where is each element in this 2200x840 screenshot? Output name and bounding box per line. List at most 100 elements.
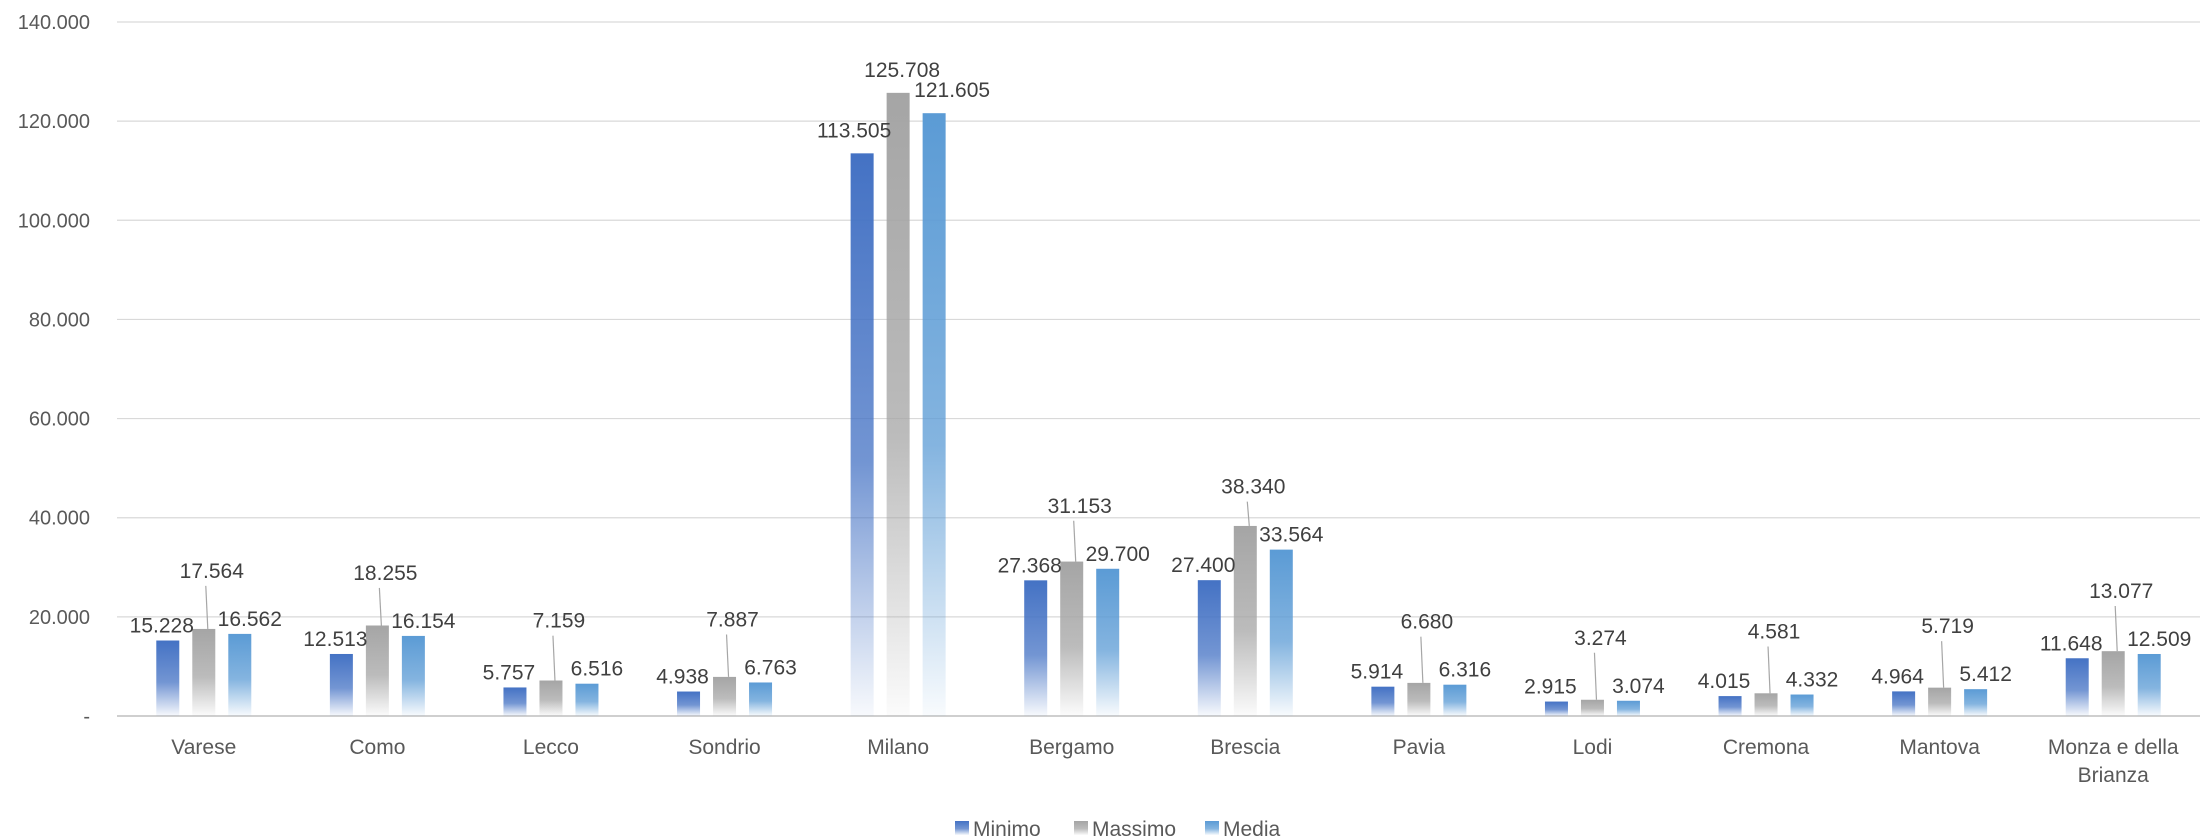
legend-swatch-media xyxy=(1205,821,1219,835)
y-tick-label: 20.000 xyxy=(29,607,90,629)
bar-media-pavia xyxy=(1443,684,1467,716)
bar-minimo-cremona xyxy=(1718,696,1742,716)
x-tick-label: Lecco xyxy=(523,736,579,759)
data-label: 125.708 xyxy=(864,59,940,82)
legend-swatch-minimo xyxy=(955,821,969,835)
bar-minimo-brescia xyxy=(1197,580,1221,716)
legend-label-media: Media xyxy=(1223,818,1281,840)
data-label: 17.564 xyxy=(180,560,245,583)
data-label: 38.340 xyxy=(1221,476,1285,499)
bar-massimo-milano xyxy=(886,92,910,717)
data-label: 2.915 xyxy=(1524,676,1577,699)
data-label: 18.255 xyxy=(353,562,417,585)
data-label: 7.887 xyxy=(706,608,759,631)
leader-line xyxy=(1941,641,1945,688)
bar-media-lodi xyxy=(1616,700,1640,716)
bar-media-bergamo xyxy=(1096,568,1120,716)
x-tick-label: Como xyxy=(349,736,405,759)
bar-minimo-mantova xyxy=(1892,691,1916,716)
bar-media-brescia xyxy=(1269,549,1293,716)
x-tick-label: Lodi xyxy=(1573,736,1613,759)
bar-media-monza-e-della-brianza xyxy=(2137,653,2161,716)
y-tick-label: 100.000 xyxy=(18,210,90,232)
bar-media-como xyxy=(401,635,425,716)
bar-massimo-brescia xyxy=(1233,525,1257,716)
data-label: 3.274 xyxy=(1574,627,1627,650)
leader-line xyxy=(205,585,209,629)
legend: Minimo Massimo Media xyxy=(955,818,1281,840)
bar-media-sondrio xyxy=(749,682,773,716)
x-tick-label: Monza e della xyxy=(2048,736,2179,759)
bar-massimo-varese xyxy=(192,628,216,716)
data-label: 29.700 xyxy=(1086,543,1150,566)
y-tick-label: 120.000 xyxy=(18,111,90,133)
x-tick-label: Sondrio xyxy=(688,736,760,759)
x-tick-label: Bergamo xyxy=(1029,736,1114,759)
data-label: 4.015 xyxy=(1698,670,1751,693)
y-tick-label: 140.000 xyxy=(18,12,90,34)
x-tick-label: Pavia xyxy=(1393,736,1446,759)
x-axis-categories: Varese Como Lecco Sondrio Milano Bergamo Bresc… xyxy=(171,736,2179,787)
data-label: 27.400 xyxy=(1171,554,1235,577)
bar-media-varese xyxy=(228,633,252,716)
data-label: 3.074 xyxy=(1612,675,1665,698)
data-label: 5.719 xyxy=(1921,615,1974,638)
leader-line xyxy=(1420,636,1424,683)
bar-minimo-varese xyxy=(156,640,180,716)
x-tick-label: Brescia xyxy=(1210,736,1280,759)
bar-media-milano xyxy=(922,113,946,716)
data-label: 4.581 xyxy=(1748,621,1801,644)
data-label: 4.938 xyxy=(656,666,709,689)
data-label: 12.509 xyxy=(2127,628,2191,651)
x-tick-label: Brianza xyxy=(2078,764,2150,787)
bar-massimo-bergamo xyxy=(1060,561,1084,716)
bar-minimo-lodi xyxy=(1544,701,1568,716)
leader-line xyxy=(2114,605,2118,652)
bar-media-mantova xyxy=(1964,689,1988,716)
data-label: 12.513 xyxy=(303,628,367,651)
legend-label-minimo: Minimo xyxy=(973,818,1041,840)
bar-minimo-bergamo xyxy=(1024,580,1048,716)
bar-minimo-monza-e-della-brianza xyxy=(2065,658,2089,716)
leader-line xyxy=(378,587,382,626)
data-label: 31.153 xyxy=(1048,495,1112,518)
data-label: 5.914 xyxy=(1351,661,1404,684)
data-label: 27.368 xyxy=(998,554,1062,577)
bars xyxy=(156,92,2161,717)
data-label: 5.412 xyxy=(1959,663,2012,686)
leader-lines xyxy=(205,501,2118,700)
x-tick-label: Milano xyxy=(867,736,929,759)
bar-minimo-sondrio xyxy=(677,691,701,716)
bar-media-lecco xyxy=(575,683,599,716)
data-label: 16.154 xyxy=(391,610,456,633)
bar-massimo-sondrio xyxy=(713,676,737,716)
x-tick-label: Mantova xyxy=(1899,736,1980,759)
bar-massimo-cremona xyxy=(1754,693,1778,716)
legend-label-massimo: Massimo xyxy=(1092,818,1176,840)
bar-massimo-mantova xyxy=(1928,687,1952,716)
data-label: 121.605 xyxy=(914,79,990,102)
data-label: 16.562 xyxy=(218,608,282,631)
data-label: 6.763 xyxy=(744,656,797,679)
leader-line xyxy=(552,635,556,681)
bar-minimo-como xyxy=(329,653,353,716)
bar-massimo-lecco xyxy=(539,680,563,716)
x-tick-label: Varese xyxy=(171,736,236,759)
bar-minimo-lecco xyxy=(503,687,527,716)
leader-line xyxy=(1767,646,1771,694)
data-label: 5.757 xyxy=(483,661,536,684)
y-tick-label: 80.000 xyxy=(29,309,90,331)
data-label: 4.964 xyxy=(1871,665,1924,688)
bar-minimo-milano xyxy=(850,153,874,717)
data-label: 11.648 xyxy=(2040,632,2103,655)
bar-massimo-como xyxy=(365,625,389,716)
bar-massimo-monza-e-della-brianza xyxy=(2101,651,2125,716)
y-tick-label: 60.000 xyxy=(29,409,90,431)
y-tick-label: 40.000 xyxy=(29,508,90,530)
bar-minimo-pavia xyxy=(1371,686,1395,716)
y-axis-ticks: - 20.000 40.000 60.000 80.000 100.000 120.000 1… xyxy=(18,12,90,728)
data-label: 6.516 xyxy=(571,658,624,681)
data-label: 13.077 xyxy=(2089,580,2153,603)
data-label: 4.332 xyxy=(1786,669,1839,692)
